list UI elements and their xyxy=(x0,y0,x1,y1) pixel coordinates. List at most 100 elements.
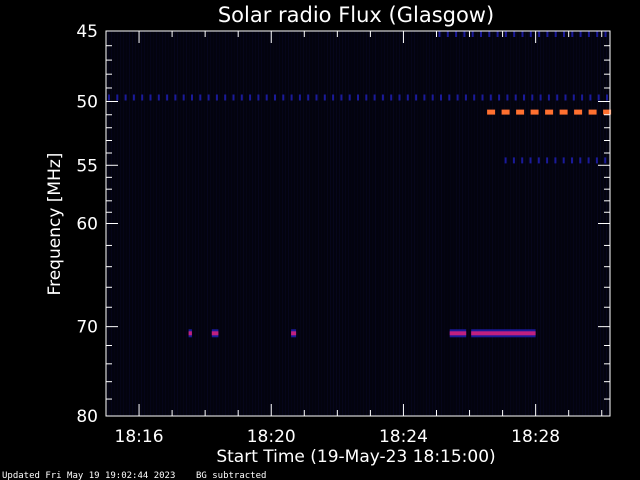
texture-column xyxy=(516,31,517,416)
y-tick-label: 50 xyxy=(76,93,98,113)
texture-column xyxy=(168,31,169,416)
band-segment xyxy=(124,94,127,101)
texture-column xyxy=(363,31,364,416)
band-segment xyxy=(456,94,459,101)
texture-column xyxy=(357,31,358,416)
band-segment xyxy=(274,94,276,101)
texture-column xyxy=(306,31,307,416)
texture-column xyxy=(582,31,583,416)
texture-column xyxy=(549,31,550,416)
band-segment xyxy=(365,94,368,101)
band-segment xyxy=(559,109,568,115)
band-segment xyxy=(606,94,608,101)
texture-column xyxy=(453,31,454,416)
band-segment xyxy=(298,94,301,101)
band-segment xyxy=(232,94,235,101)
texture-column xyxy=(570,31,571,416)
texture-column xyxy=(426,31,427,416)
texture-column xyxy=(210,31,211,416)
band-segment xyxy=(373,94,376,101)
texture-column xyxy=(546,31,547,416)
band-segment xyxy=(448,94,451,101)
band-segment xyxy=(554,157,557,164)
texture-column xyxy=(330,31,331,416)
footer-note: BG subtracted xyxy=(196,471,266,480)
texture-column xyxy=(327,31,328,416)
texture-column xyxy=(585,31,586,416)
band-segment xyxy=(603,109,612,115)
band-segment xyxy=(562,157,565,164)
texture-column xyxy=(567,31,568,416)
x-axis-label: Start Time (19-May-23 18:15:00) xyxy=(216,447,495,467)
texture-column xyxy=(132,31,133,416)
y-axis: 45 50 55 60 70 80 xyxy=(76,22,610,427)
texture-column xyxy=(372,31,373,416)
band-segment xyxy=(579,31,582,37)
texture-column xyxy=(285,31,286,416)
texture-column xyxy=(576,31,577,416)
band-segment xyxy=(512,157,515,164)
band-segment xyxy=(166,94,169,101)
texture-column xyxy=(492,31,493,416)
y-tick-label: 45 xyxy=(76,22,98,42)
texture-column xyxy=(249,31,250,416)
texture-column xyxy=(237,31,238,416)
texture-column xyxy=(552,31,553,416)
texture-column xyxy=(579,31,580,416)
band-segment xyxy=(132,94,135,101)
texture-column xyxy=(258,31,259,416)
texture-column xyxy=(408,31,409,416)
texture-column xyxy=(354,31,355,416)
texture-column xyxy=(339,31,340,416)
band-segment xyxy=(390,94,393,101)
texture-column xyxy=(471,31,472,416)
texture-column xyxy=(558,31,559,416)
texture-column xyxy=(174,31,175,416)
texture-column xyxy=(540,31,541,416)
band-segment xyxy=(357,94,359,101)
texture-column xyxy=(198,31,199,416)
band-segment xyxy=(571,157,573,164)
texture-column xyxy=(279,31,280,416)
texture-column xyxy=(468,31,469,416)
y-axis-label: Frequency [MHz] xyxy=(45,153,65,296)
texture-column xyxy=(219,31,220,416)
texture-column xyxy=(303,31,304,416)
texture-column xyxy=(312,31,313,416)
band-segment xyxy=(473,94,476,101)
texture-column xyxy=(423,31,424,416)
texture-column xyxy=(318,31,319,416)
texture-column xyxy=(123,31,124,416)
texture-column xyxy=(555,31,556,416)
texture-column xyxy=(348,31,349,416)
texture-column xyxy=(201,31,202,416)
texture-column xyxy=(504,31,505,416)
texture-column xyxy=(522,31,523,416)
band-segment xyxy=(207,94,210,101)
texture-column xyxy=(228,31,229,416)
band-segment xyxy=(596,31,599,37)
texture-column xyxy=(495,31,496,416)
texture-column xyxy=(450,31,451,416)
x-tick-label: 18:16 xyxy=(115,427,164,447)
band-segment xyxy=(257,94,260,101)
band-segment xyxy=(224,94,227,101)
texture-column xyxy=(459,31,460,416)
band-segment xyxy=(381,94,384,101)
band-segment xyxy=(487,109,496,115)
texture-column xyxy=(489,31,490,416)
texture-column xyxy=(156,31,157,416)
texture-column xyxy=(393,31,394,416)
band-segment xyxy=(516,109,525,115)
texture-column xyxy=(513,31,514,416)
texture-column xyxy=(525,31,526,416)
texture-column xyxy=(162,31,163,416)
band-segment xyxy=(199,94,202,101)
band-segment xyxy=(471,31,474,37)
band-segment xyxy=(455,31,458,37)
texture-column xyxy=(186,31,187,416)
band-segment xyxy=(108,94,110,101)
band-segment xyxy=(514,94,517,101)
texture-column xyxy=(261,31,262,416)
